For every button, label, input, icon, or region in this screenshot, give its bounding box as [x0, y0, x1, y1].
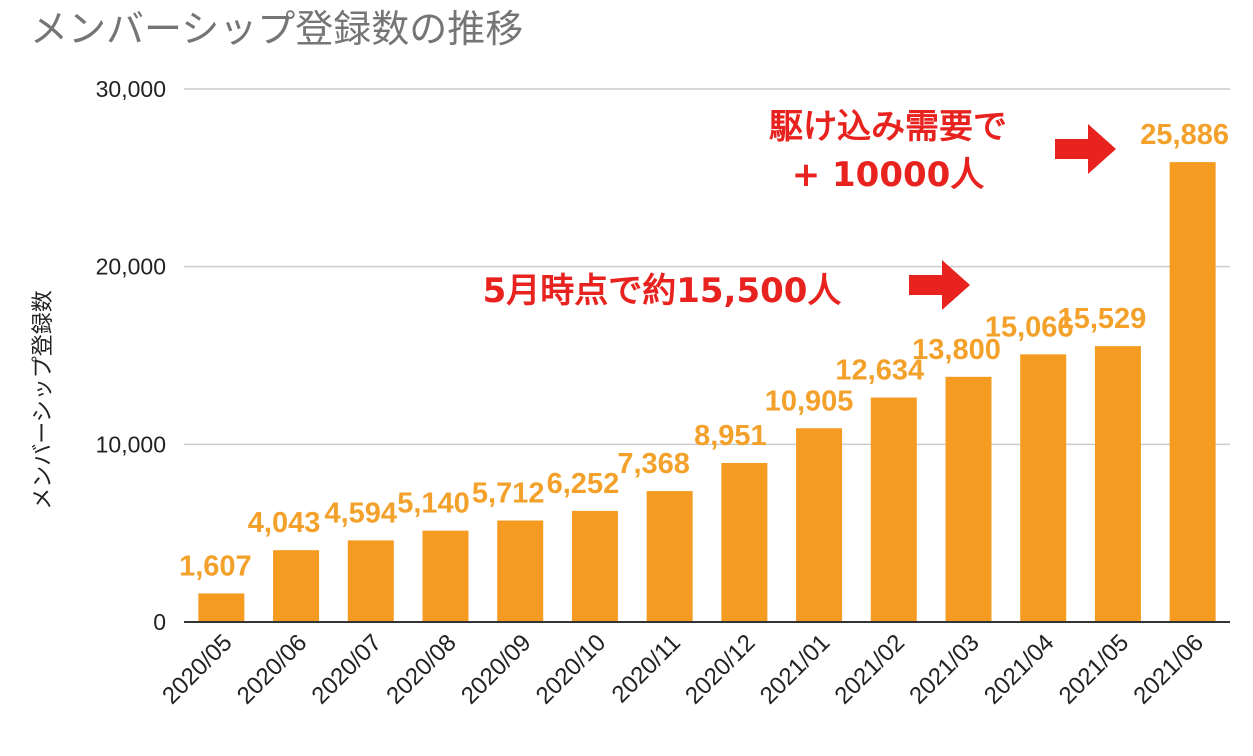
annotations: 駆け込み需要で + 10000人 5月時点で約15,500人 [483, 107, 1116, 311]
data-label: 12,634 [835, 355, 924, 387]
x-tick-label: 2020/07 [307, 629, 387, 709]
x-tick-label: 2021/02 [830, 629, 910, 709]
x-tick-label: 2020/08 [381, 629, 461, 709]
bar [273, 550, 320, 622]
y-tick-label: 30,000 [96, 76, 166, 102]
bar [646, 491, 693, 622]
bar [198, 593, 245, 622]
data-label: 4,043 [248, 507, 321, 539]
bar [796, 428, 843, 622]
data-labels: 1,607 4,043 4,594 5,140 5,712 6,2527,3688,951… [179, 119, 1229, 582]
y-tick-label: 10,000 [96, 431, 166, 457]
annotation-text: + 10000人 [792, 155, 985, 195]
bar [1094, 346, 1141, 622]
data-label: 5,140 [397, 488, 470, 520]
y-tick-label: 0 [153, 609, 166, 635]
bar [1169, 162, 1216, 622]
data-label: 15,066 [985, 311, 1074, 343]
data-label: 6,252 [547, 468, 620, 500]
data-label: 10,905 [765, 385, 854, 417]
chart-title: メンバーシップ登録数の推移 [30, 7, 523, 51]
y-tick-label: 20,000 [96, 254, 166, 280]
x-tick-label: 2020/09 [456, 629, 536, 709]
bar [497, 520, 544, 622]
right-arrow-icon [1055, 124, 1116, 174]
y-axis-ticks: 0 10,000 20,000 30,000 [96, 76, 166, 635]
bar [870, 397, 917, 622]
bar [721, 462, 768, 622]
x-tick-label: 2020/10 [531, 629, 611, 709]
annotation-text: 5月時点で約15,500人 [483, 271, 842, 311]
data-label: 1,607 [179, 550, 252, 582]
annotation-text: 駆け込み需要で [769, 107, 1007, 147]
right-arrow-icon [909, 260, 970, 310]
x-tick-label: 2020/12 [680, 629, 760, 709]
bar [945, 376, 992, 622]
bars [198, 162, 1216, 622]
y-axis-label: メンバーシップ登録数 [31, 290, 56, 510]
data-label: 5,712 [472, 478, 545, 510]
x-tick-label: 2021/04 [979, 629, 1059, 709]
data-label: 13,800 [912, 334, 1001, 366]
x-axis-ticks: 2020/052020/062020/072020/082020/092020/… [157, 629, 1209, 709]
data-label: 8,951 [694, 420, 767, 452]
x-tick-label: 2021/03 [904, 629, 984, 709]
data-label: 25,886 [1140, 119, 1229, 151]
x-tick-label: 2020/06 [232, 629, 312, 709]
bar [422, 530, 469, 622]
x-tick-label: 2021/05 [1054, 629, 1134, 709]
bar [1020, 354, 1067, 622]
data-label: 4,594 [324, 497, 397, 529]
bar [347, 540, 394, 622]
x-tick-label: 2020/11 [607, 629, 686, 708]
bar [571, 510, 618, 622]
x-tick-label: 2021/06 [1128, 629, 1208, 709]
data-label: 15,529 [1058, 303, 1147, 335]
x-tick-label: 2021/01 [755, 629, 835, 709]
data-label: 7,368 [617, 448, 690, 480]
x-tick-label: 2020/05 [157, 629, 237, 709]
